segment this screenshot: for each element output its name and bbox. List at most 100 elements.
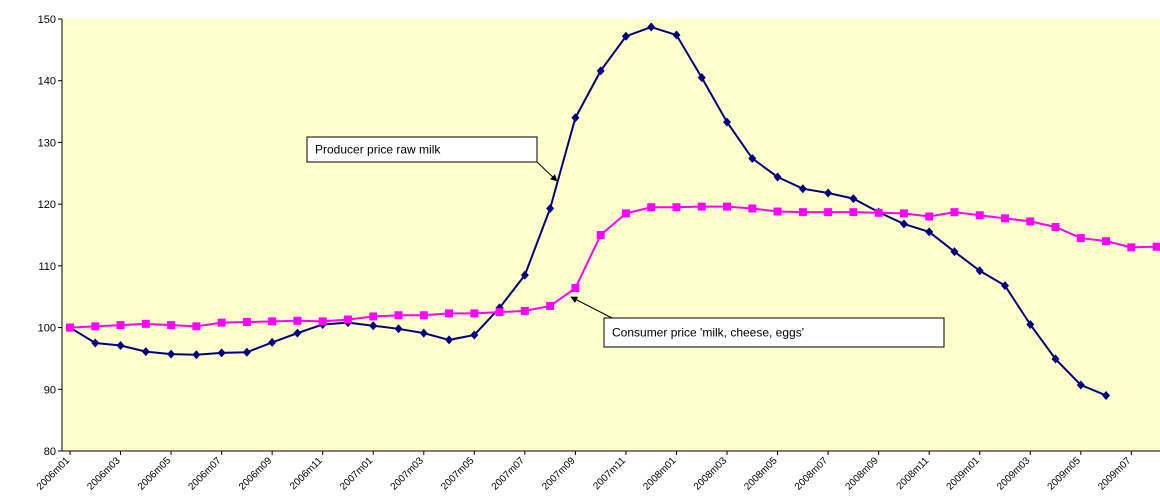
point: [748, 204, 757, 213]
plot-area: [62, 19, 1160, 451]
point: [647, 22, 656, 32]
point: [1000, 281, 1009, 291]
point: [318, 317, 327, 326]
point: [672, 30, 681, 40]
point: [116, 321, 125, 330]
point: [167, 349, 176, 359]
point: [242, 318, 251, 327]
point: [369, 321, 378, 331]
point: [470, 330, 479, 340]
point: [268, 317, 277, 326]
point: [192, 350, 201, 360]
x-tick-label: 2006m09: [237, 455, 275, 493]
x-tick-label: 2008m07: [793, 455, 831, 493]
point: [141, 319, 150, 328]
x-tick-label: 2006m03: [85, 455, 123, 493]
point: [1152, 242, 1160, 251]
point: [798, 184, 807, 194]
point: [1102, 390, 1111, 400]
series-line: [69, 25, 1107, 397]
series-line: [69, 205, 1157, 329]
x-tick-label: 2007m05: [439, 455, 477, 493]
y-tick-label: 110: [38, 261, 56, 273]
x-tick-label: 2009m07: [1096, 455, 1134, 493]
point: [520, 306, 529, 315]
point: [773, 207, 782, 216]
point: [849, 194, 858, 204]
x-tick-label: 2008m05: [742, 455, 780, 493]
point: [1127, 243, 1136, 252]
point: [167, 321, 176, 330]
point: [672, 203, 681, 212]
annotation-box: [306, 136, 538, 163]
x-tick-label: 2006m07: [186, 455, 224, 493]
point: [293, 328, 302, 338]
annotation-arrow: [570, 296, 613, 319]
annotation-text: Consumer price 'milk, cheese, eggs': [612, 326, 804, 340]
point: [192, 322, 201, 331]
point: [925, 227, 934, 237]
point: [445, 309, 454, 318]
point: [91, 322, 100, 331]
x-tick-label: 2009m05: [1046, 455, 1084, 493]
point: [445, 335, 454, 345]
point: [495, 308, 504, 317]
point: [849, 208, 858, 217]
x-tick-label: 2007m11: [591, 455, 628, 492]
point: [91, 338, 100, 348]
point: [1102, 237, 1111, 246]
point: [1076, 234, 1085, 243]
point: [1051, 354, 1060, 364]
annotation-text: Producer price raw milk: [315, 143, 441, 157]
point: [1026, 319, 1035, 329]
point: [116, 340, 125, 350]
point: [394, 311, 403, 320]
point: [66, 323, 74, 332]
point: [621, 31, 630, 41]
point: [1000, 214, 1009, 223]
point: [546, 203, 555, 213]
x-tick-label: 2008m09: [843, 455, 881, 493]
point: [824, 188, 833, 198]
point: [950, 247, 959, 257]
point: [723, 117, 732, 127]
x-tick-label: 2007m01: [338, 455, 376, 493]
x-tick-label: 2006m01: [35, 455, 73, 493]
x-tick-label: 2007m09: [540, 455, 578, 493]
point: [571, 113, 580, 123]
point: [1076, 380, 1085, 390]
x-tick-label: 2008m03: [692, 455, 730, 493]
point: [217, 318, 226, 327]
x-tick-label: 2006m05: [136, 455, 174, 493]
x-tick-label: 2008m01: [641, 455, 679, 493]
x-tick-label: 2006m11: [288, 455, 325, 492]
point: [950, 208, 959, 217]
x-tick-label: 2009m01: [945, 455, 983, 493]
y-tick-label: 80: [44, 446, 56, 458]
point: [647, 203, 656, 212]
point: [697, 73, 706, 83]
point: [1051, 222, 1060, 231]
y-tick-label: 90: [44, 384, 56, 396]
point: [723, 202, 732, 211]
point: [268, 337, 277, 347]
point: [394, 324, 403, 334]
y-tick-label: 130: [38, 137, 56, 149]
point: [571, 284, 580, 293]
point: [798, 208, 807, 217]
point: [596, 66, 605, 76]
x-tick-label: 2007m03: [389, 455, 427, 493]
point: [520, 270, 529, 280]
point: [419, 328, 428, 338]
annotation-box: [603, 317, 945, 348]
point: [925, 212, 934, 221]
x-tick-label: 2008m11: [895, 455, 932, 492]
x-tick-label: 2007m07: [490, 455, 528, 493]
point: [343, 315, 352, 324]
point: [546, 301, 555, 310]
point: [242, 347, 251, 357]
point: [874, 208, 883, 217]
point: [141, 347, 150, 357]
point: [293, 316, 302, 325]
